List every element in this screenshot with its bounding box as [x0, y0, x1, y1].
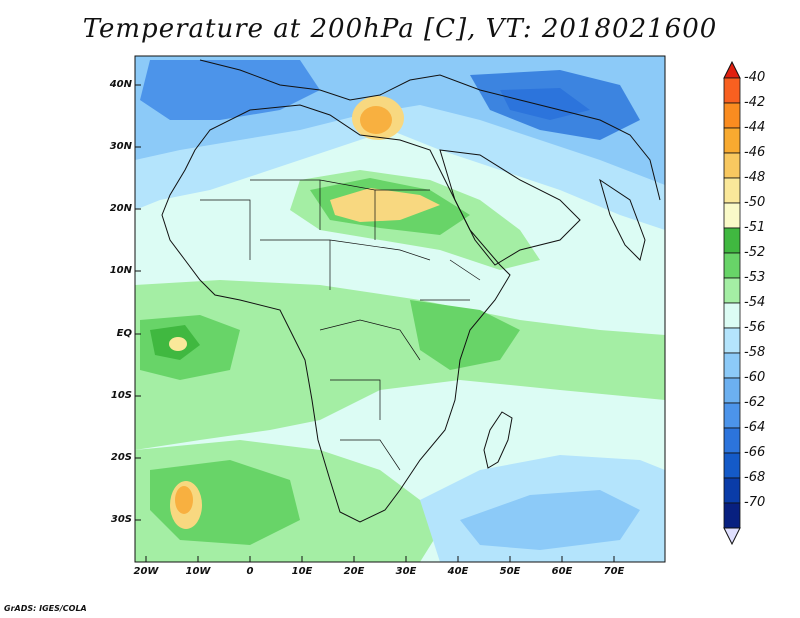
colorbar-swatch [723, 302, 741, 329]
colorbar-label: -62 [744, 395, 766, 410]
colorbar-label: -42 [744, 95, 766, 110]
india-outline [599, 178, 646, 261]
colorbar-swatch [723, 102, 741, 129]
green-belt-equatorial [135, 280, 665, 450]
map-title: Temperature at 200hPa [C], VT: 201802160… [82, 14, 718, 44]
colorbar-label: -68 [744, 470, 766, 485]
colorbar-swatch [723, 402, 741, 429]
lon-label-50e: 50E [499, 566, 521, 577]
colorbar-label: -48 [744, 170, 766, 185]
lon-label-30e: 30E [395, 566, 417, 577]
colorbar-swatch [723, 377, 741, 404]
axis-ticks [135, 84, 615, 562]
lon-label-20e: 20E [343, 566, 365, 577]
lon-label-40e: 40E [447, 566, 469, 577]
colorbar-label: -52 [744, 245, 766, 260]
colorbar-label: -54 [744, 295, 766, 310]
colorbar-swatch [723, 77, 741, 104]
colorbar-label: -64 [744, 420, 766, 435]
cold-region-north-core [140, 60, 320, 120]
colorbar-label: -51 [744, 220, 766, 235]
colorbar-label: -40 [744, 70, 766, 85]
madagascar-outline [483, 411, 513, 469]
colorbar-swatch [723, 177, 741, 204]
footer-credit: GrADS: IGES/COLA [4, 604, 87, 613]
colorbar-swatch [723, 352, 741, 379]
lon-label-0: 0 [246, 566, 254, 577]
warm-spot-south-atlantic-core [175, 486, 193, 514]
colorbar-label: -70 [744, 495, 766, 510]
colorbar-swatch [723, 127, 741, 154]
colorbar-swatch [723, 427, 741, 454]
lon-label-10e: 10E [291, 566, 313, 577]
colorbar-bottom-arrow [723, 527, 741, 546]
lat-label-20n: 20N [109, 203, 132, 214]
colorbar-swatch [723, 327, 741, 354]
colorbar-swatch [723, 452, 741, 479]
colorbar-swatch [723, 152, 741, 179]
warm-spot-sahara [330, 188, 440, 222]
lat-label-20s: 20S [110, 452, 132, 463]
colorbar-label: -46 [744, 145, 766, 160]
colorbar [723, 60, 741, 546]
lat-label-40n: 40N [109, 79, 132, 90]
arabia-outline [439, 149, 581, 266]
green-belt-east [410, 300, 520, 370]
warm-spot-atlantic-eq [169, 337, 187, 351]
colorbar-label: -60 [744, 370, 766, 385]
colorbar-label: -50 [744, 195, 766, 210]
country-borders [200, 179, 481, 471]
lon-label-10w: 10W [185, 566, 211, 577]
lat-label-30s: 30S [110, 514, 132, 525]
lat-label-10n: 10N [109, 265, 132, 276]
lat-label-10s: 10S [110, 390, 132, 401]
lon-label-60e: 60E [551, 566, 573, 577]
lon-label-20w: 20W [133, 566, 159, 577]
colorbar-top-arrow [723, 60, 741, 79]
lat-label-30n: 30N [109, 141, 132, 152]
lon-label-70e: 70E [603, 566, 625, 577]
colorbar-swatch [723, 502, 741, 529]
map-frame [134, 55, 666, 563]
colorbar-swatch [723, 252, 741, 279]
colorbar-label: -44 [744, 120, 766, 135]
colorbar-swatch [723, 277, 741, 304]
colorbar-label: -53 [744, 270, 766, 285]
lat-label-eq: EQ [116, 328, 132, 339]
colorbar-swatch [723, 477, 741, 504]
colorbar-swatch [723, 227, 741, 254]
colorbar-label: -66 [744, 445, 766, 460]
colorbar-label: -56 [744, 320, 766, 335]
warm-spot-mediterranean-core [360, 106, 392, 134]
africa-coastline [161, 104, 511, 523]
colorbar-label: -58 [744, 345, 766, 360]
colorbar-swatch [723, 202, 741, 229]
cold-region-south-indian-mid [460, 490, 640, 550]
eurasia-outline [199, 59, 661, 201]
